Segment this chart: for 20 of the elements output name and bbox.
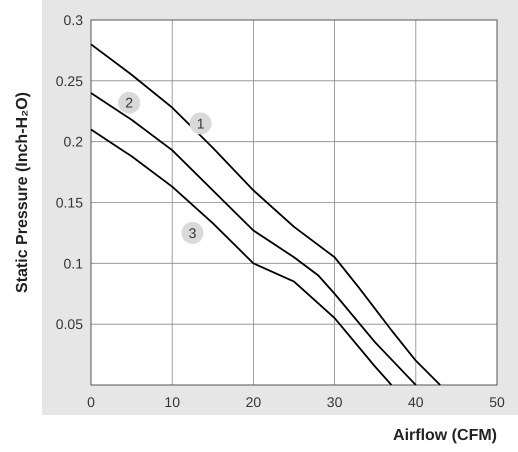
x-tick-label: 0 (87, 394, 96, 410)
y-tick-label: 0.15 (56, 194, 84, 210)
line-series (90, 92, 417, 386)
x-axis-title: Airflow (CFM) (393, 427, 497, 444)
x-tick-label: 50 (489, 394, 505, 410)
y-axis-title: Static Pressure (Inch-H₂O) (14, 92, 31, 293)
line-series (90, 43, 442, 386)
x-tick-label: 10 (164, 394, 180, 410)
x-tick-label: 40 (408, 394, 424, 410)
y-tick-label: 0.25 (56, 72, 84, 89)
annotation: 1 (196, 115, 205, 132)
x-tick-label: 20 (246, 394, 262, 410)
y-tick-label: 0.2 (64, 134, 84, 150)
annotation: 2 (125, 94, 134, 111)
line-series (90, 128, 392, 386)
y-tick-label: 0.3 (64, 12, 84, 28)
annotation: 3 (188, 224, 197, 241)
y-tick-label: 0.05 (56, 316, 84, 332)
x-tick-label: 30 (326, 394, 343, 410)
y-tick-label: 0.1 (64, 255, 84, 272)
